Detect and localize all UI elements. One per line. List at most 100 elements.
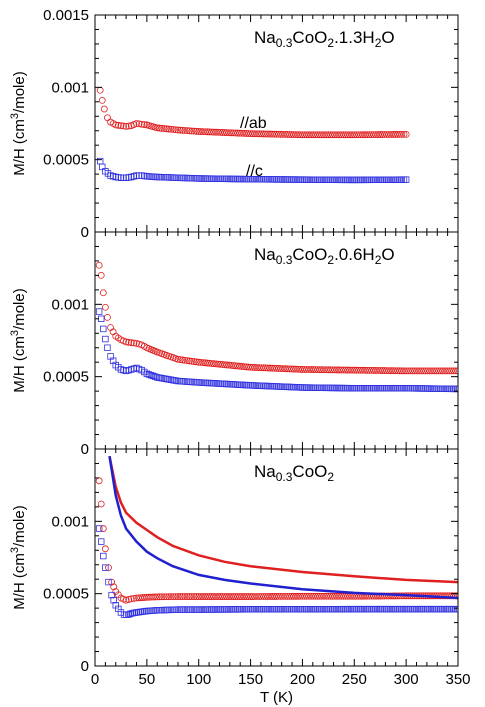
y-tick-label: 0.0005 [43, 152, 89, 169]
data-point [316, 384, 323, 391]
data-point [221, 361, 229, 369]
data-point [262, 130, 270, 138]
data-point [318, 606, 326, 613]
data-point [240, 363, 248, 371]
data-point [294, 384, 302, 391]
data-point [398, 130, 406, 138]
data-point [322, 606, 330, 613]
data-point [219, 361, 226, 368]
data-point [310, 384, 317, 391]
data-point [169, 593, 177, 601]
data-point [225, 175, 233, 183]
data-point [299, 592, 306, 600]
data-point [340, 384, 347, 392]
data-point [311, 131, 319, 139]
data-point [234, 175, 241, 183]
data-point [428, 385, 436, 392]
data-point [112, 121, 120, 129]
data-point [290, 365, 298, 373]
series-line [108, 456, 458, 600]
data-point [409, 367, 417, 375]
data-point [331, 592, 339, 600]
data-point [324, 131, 332, 139]
data-point [400, 130, 408, 138]
data-point [199, 359, 207, 367]
data-point [247, 593, 254, 600]
data-point [245, 130, 252, 137]
data-point [452, 367, 458, 375]
y-tick-label: 0.001 [51, 513, 89, 530]
data-point [288, 131, 296, 138]
data-point [253, 364, 261, 371]
data-point [353, 176, 360, 184]
data-point [279, 383, 287, 390]
data-point [422, 605, 429, 613]
data-point [398, 367, 406, 375]
data-point [303, 606, 310, 613]
data-point [95, 261, 103, 269]
data-point [242, 363, 250, 371]
data-point [450, 367, 458, 375]
plot-area [96, 86, 410, 184]
data-point [140, 121, 148, 128]
data-point [333, 366, 341, 374]
data-point [163, 593, 170, 601]
data-point [240, 593, 248, 600]
data-point [448, 605, 455, 613]
data-point [283, 131, 291, 138]
data-point [225, 593, 233, 600]
data-point [110, 583, 118, 591]
data-point [437, 605, 444, 613]
data-point [387, 131, 395, 138]
data-point [219, 175, 226, 183]
data-point [214, 128, 222, 136]
data-point [223, 175, 231, 183]
data-point [316, 606, 323, 613]
data-point [307, 366, 315, 373]
data-point [277, 383, 285, 390]
data-point [243, 606, 250, 613]
data-point [219, 593, 226, 600]
data-point [368, 605, 375, 613]
data-point [203, 593, 211, 600]
data-point [381, 367, 388, 374]
data-point [329, 366, 337, 374]
data-point [158, 374, 166, 382]
data-point [245, 382, 252, 389]
data-point [174, 126, 182, 134]
data-point [448, 385, 455, 393]
data-point [279, 130, 287, 138]
data-point [392, 385, 399, 392]
data-point [223, 361, 231, 369]
data-point [396, 385, 403, 392]
data-point [439, 385, 447, 392]
data-point [303, 366, 311, 373]
data-point [415, 367, 423, 375]
data-point [307, 384, 315, 391]
data-point [195, 358, 203, 366]
data-point [324, 366, 332, 374]
data-point [243, 381, 250, 389]
data-point [353, 131, 360, 139]
data-point [190, 358, 198, 365]
data-point [283, 365, 291, 373]
data-point [251, 130, 259, 138]
data-point [193, 358, 200, 366]
data-point [432, 367, 440, 375]
data-point [149, 593, 157, 601]
data-point [424, 367, 432, 375]
data-point [257, 593, 265, 600]
data-point [221, 593, 229, 600]
data-point [303, 592, 311, 600]
data-point [389, 592, 397, 600]
data-point [199, 593, 207, 600]
data-point [275, 606, 282, 613]
data-point [286, 176, 293, 183]
data-point [335, 176, 343, 184]
data-point [381, 605, 388, 613]
data-point [160, 593, 168, 601]
data-point [338, 384, 345, 392]
data-point [314, 131, 321, 139]
data-point [264, 130, 272, 138]
data-point [117, 122, 125, 130]
